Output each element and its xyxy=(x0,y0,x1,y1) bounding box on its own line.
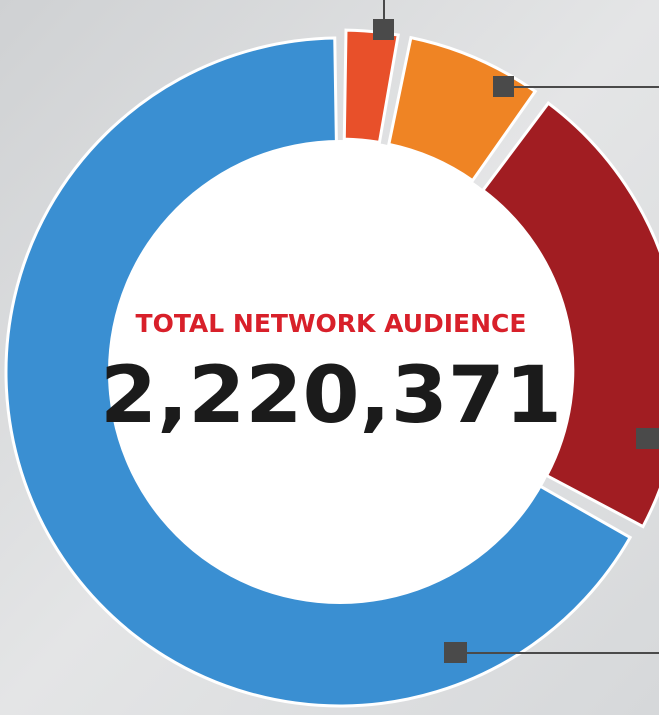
donut-segment xyxy=(342,28,400,145)
center-title: TOTAL NETWORK AUDIENCE xyxy=(136,309,527,338)
donut-segment xyxy=(480,101,659,529)
center-value: 2,220,371 xyxy=(100,351,562,441)
connectors xyxy=(373,0,659,663)
connector-marker xyxy=(373,19,394,40)
donut-segment xyxy=(387,35,538,183)
connector-marker xyxy=(444,642,467,663)
connector-marker xyxy=(636,428,659,449)
donut-hole xyxy=(108,140,572,604)
donut xyxy=(4,28,659,708)
connector-marker xyxy=(493,76,514,97)
